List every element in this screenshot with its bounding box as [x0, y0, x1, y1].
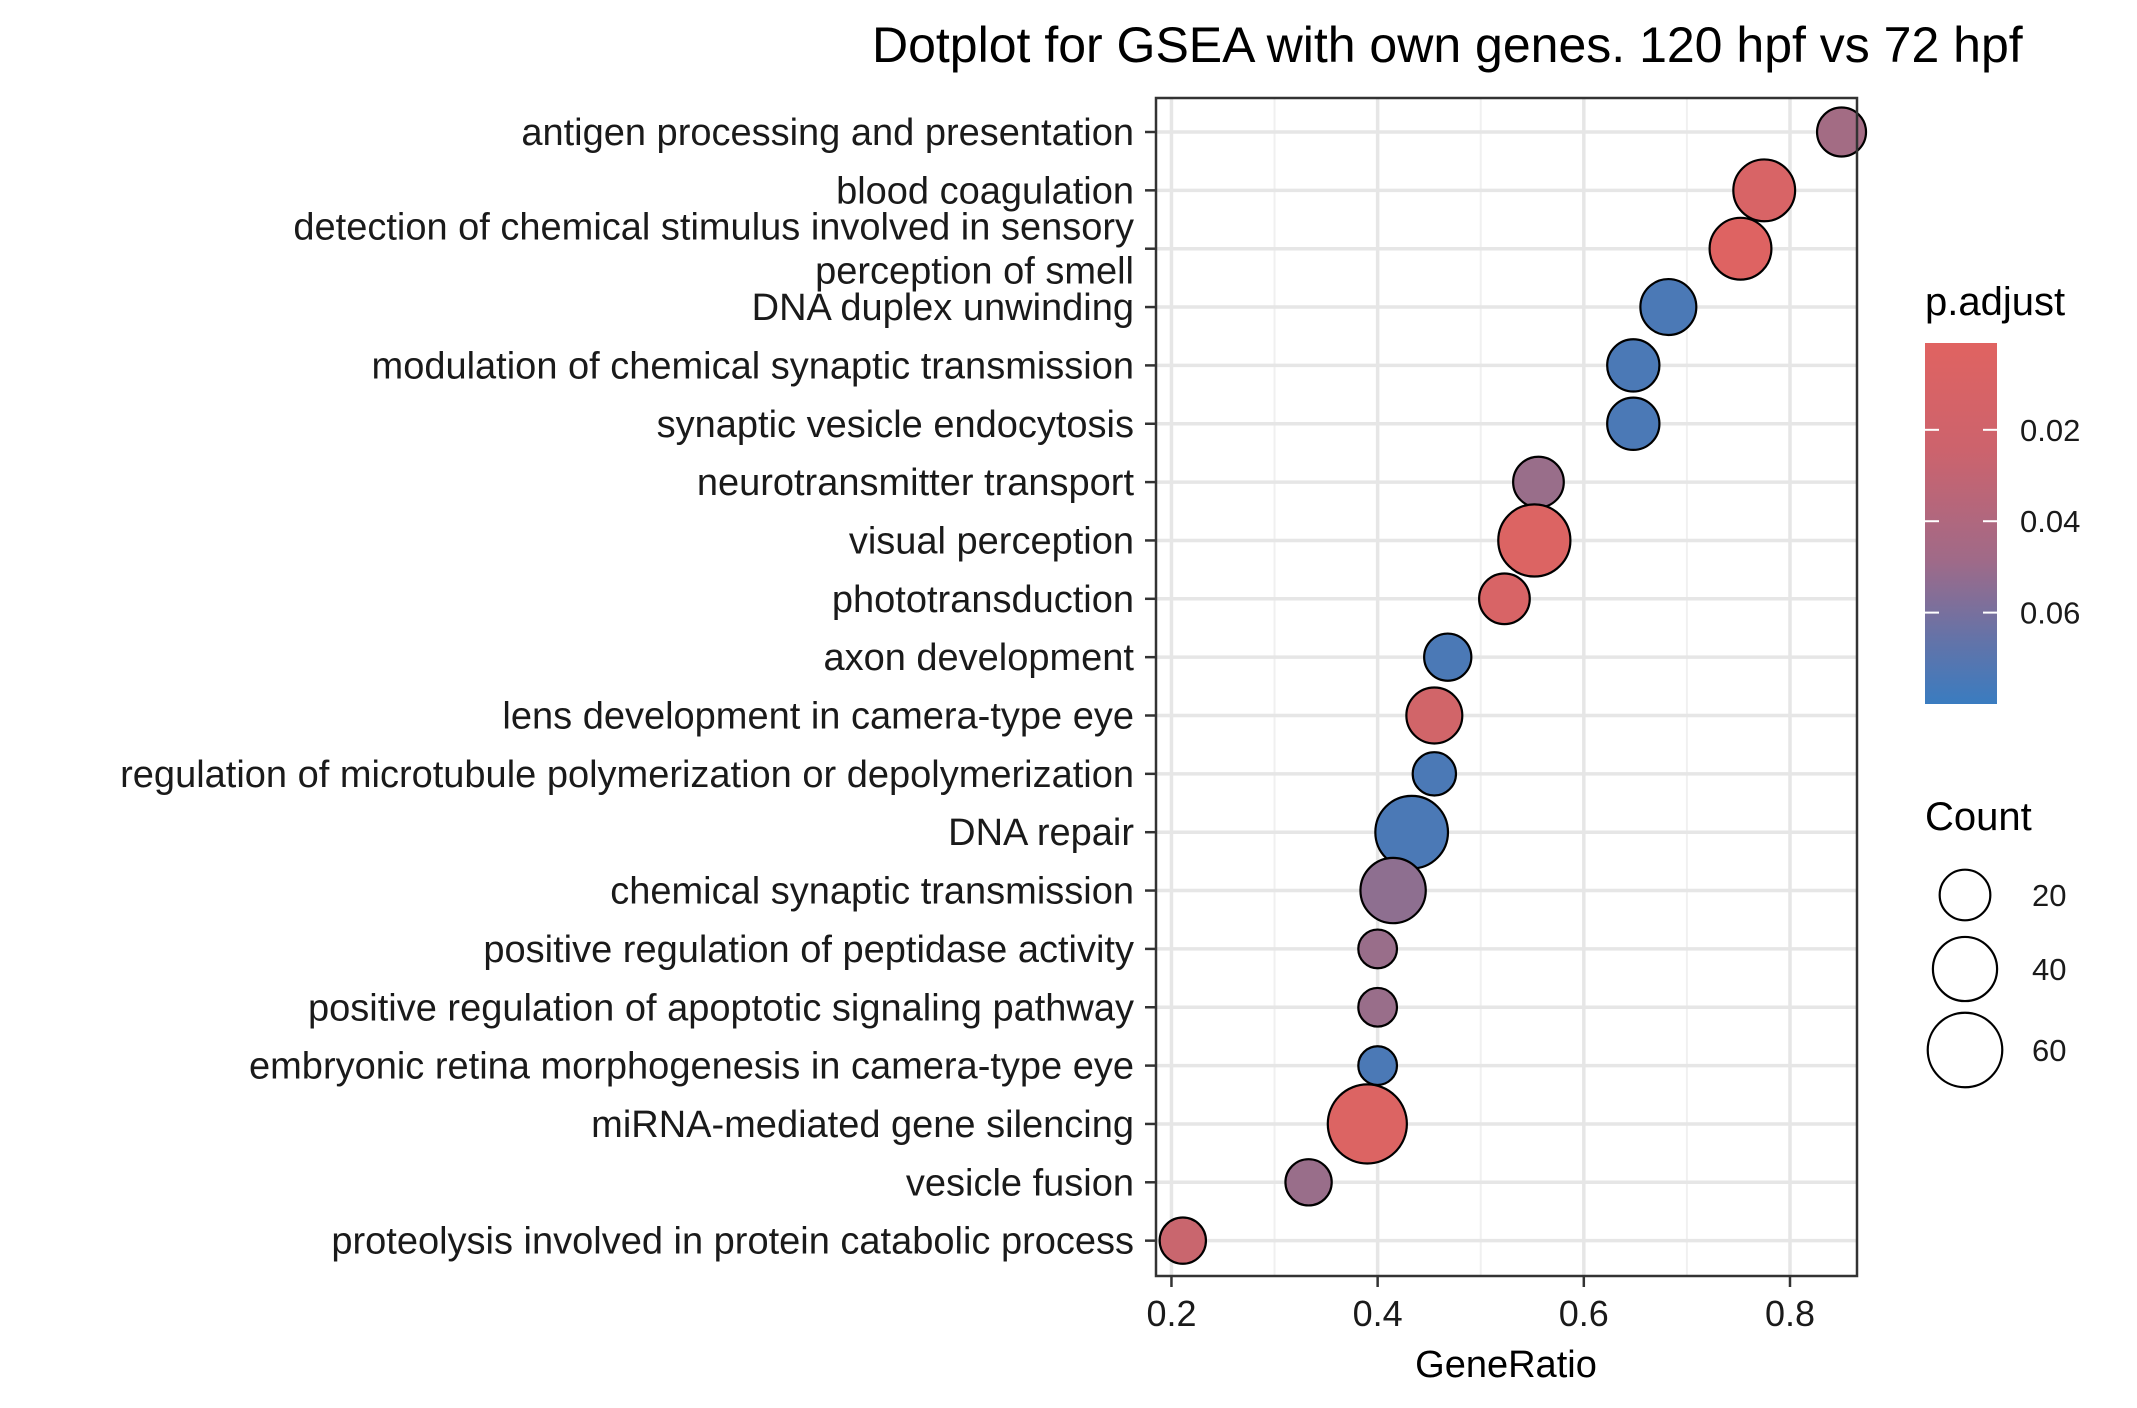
data-point: [1357, 986, 1399, 1028]
data-point: [1423, 632, 1473, 682]
x-tick-label: 0.2: [1146, 1293, 1196, 1334]
size-legend-key: [1931, 935, 1999, 1003]
color-legend-tick-label: 0.04: [2020, 504, 2080, 539]
data-point: [1359, 856, 1427, 925]
data-point: [1606, 396, 1661, 451]
size-legend-label: 20: [2032, 878, 2066, 913]
y-tick-label: vesicle fusion: [906, 1162, 1134, 1204]
y-tick-label: neurotransmitter transport: [697, 462, 1135, 504]
data-point: [1478, 572, 1531, 626]
y-tick-label: lens development in camera-type eye: [502, 696, 1134, 738]
data-point: [1606, 338, 1661, 393]
x-tick-label: 0.4: [1353, 1293, 1403, 1334]
size-legend-key: [1926, 1011, 2004, 1089]
data-point: [1815, 106, 1868, 158]
x-axis-title: GeneRatio: [1415, 1344, 1597, 1386]
y-tick-label: DNA repair: [948, 812, 1134, 854]
data-point: [1639, 277, 1698, 337]
size-legend-label: 40: [2032, 952, 2066, 987]
y-tick-label: phototransduction: [832, 579, 1134, 621]
y-tick-label: embryonic retina morphogenesis in camera…: [249, 1046, 1134, 1088]
size-legend-label: 60: [2032, 1033, 2066, 1068]
y-tick-label: synaptic vesicle endocytosis: [657, 404, 1134, 446]
data-point: [1326, 1083, 1408, 1165]
data-point: [1732, 158, 1797, 223]
size-legend-title: Count: [1925, 795, 2032, 839]
data-point: [1357, 928, 1399, 970]
x-tick-label: 0.6: [1559, 1293, 1609, 1334]
x-axis: 0.2 0.4 0.6 0.8: [1146, 1276, 1815, 1334]
y-tick-label: regulation of microtubule polymerization…: [120, 754, 1134, 796]
color-legend-bar: [1925, 343, 1997, 704]
color-legend-tick-label: 0.06: [2020, 596, 2080, 631]
color-legend-title: p.adjust: [1925, 280, 2065, 324]
y-tick-label: modulation of chemical synaptic transmis…: [372, 345, 1134, 387]
color-legend-tick-label: 0.02: [2020, 413, 2080, 448]
y-tick-label: visual perception: [849, 520, 1134, 562]
y-tick-label: chemical synaptic transmission: [610, 871, 1134, 913]
data-point: [1405, 686, 1464, 745]
data-point: [1708, 216, 1773, 281]
data-point: [1357, 1045, 1399, 1087]
y-tick-label: DNA duplex unwinding: [752, 287, 1134, 329]
plot-panel: [1154, 96, 1868, 1278]
y-tick-label: positive regulation of apoptotic signali…: [308, 987, 1134, 1029]
color-legend: p.adjust 0.02 0.04 0.06: [1925, 280, 2080, 704]
panel-border: [1154, 96, 1859, 1278]
data-points: [1158, 106, 1868, 1265]
data-point: [1284, 1158, 1333, 1207]
y-tick-label: antigen processing and presentation: [521, 112, 1134, 154]
data-point: [1158, 1216, 1208, 1265]
data-point: [1512, 455, 1565, 509]
y-tick-label: positive regulation of peptidase activit…: [483, 929, 1134, 971]
y-tick-label: miRNA-mediated gene silencing: [591, 1104, 1134, 1146]
x-tick-label: 0.8: [1765, 1293, 1815, 1334]
data-point: [1497, 503, 1572, 578]
data-point: [1411, 751, 1458, 797]
chart-title: Dotplot for GSEA with own genes. 120 hpf…: [872, 17, 2023, 73]
y-axis: antigen processing and presentation blood…: [120, 112, 1156, 1263]
panel-background: [1156, 98, 1857, 1276]
size-legend-key: [1938, 868, 1992, 922]
y-tick-label: proteolysis involved in protein cataboli…: [331, 1221, 1134, 1263]
size-legend: Count 20 40 60: [1925, 795, 2066, 1089]
y-tick-label: detection of chemical stimulus involved …: [293, 207, 1134, 293]
y-tick-label: blood coagulation: [836, 170, 1134, 212]
y-tick-label: axon development: [823, 637, 1134, 679]
